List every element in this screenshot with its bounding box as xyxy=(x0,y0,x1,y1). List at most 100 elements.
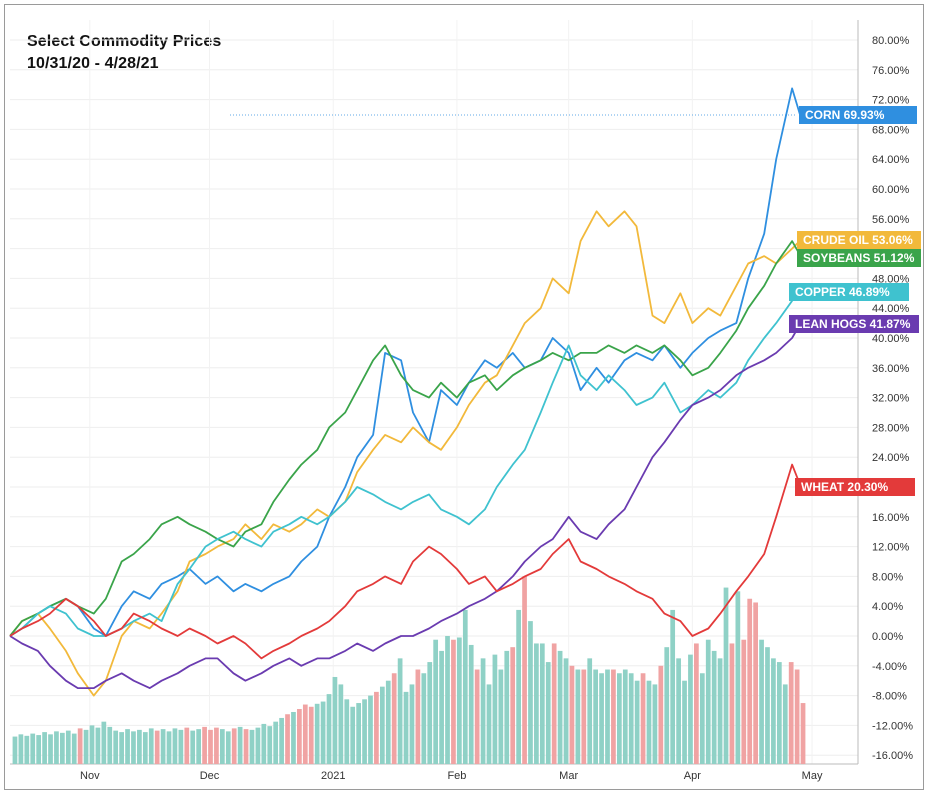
y-tick-label: 72.00% xyxy=(872,95,910,107)
y-tick-label: 68.00% xyxy=(872,124,910,136)
volume-bar xyxy=(439,650,444,764)
y-tick-label: 36.00% xyxy=(872,363,910,375)
volume-bar xyxy=(717,658,723,764)
volume-bar xyxy=(261,723,267,764)
volume-bar xyxy=(267,726,273,764)
x-tick-label: Mar xyxy=(559,770,578,782)
volume-bar xyxy=(593,669,599,764)
volume-bar xyxy=(202,726,207,764)
volume-bar xyxy=(462,609,468,764)
y-tick-label: 76.00% xyxy=(872,65,910,77)
volume-bar xyxy=(628,673,634,764)
volume-bar xyxy=(451,639,456,764)
volume-bar xyxy=(101,721,107,764)
volume-bar xyxy=(24,735,30,764)
volume-bar xyxy=(42,732,47,764)
volume-bar xyxy=(190,730,196,764)
volume-bar xyxy=(445,636,450,764)
y-tick-label: 4.00% xyxy=(872,601,903,613)
volume-bar xyxy=(569,665,575,764)
volume-bar xyxy=(397,658,403,764)
volume-bar xyxy=(474,669,480,764)
volume-bar xyxy=(142,732,148,764)
svg-text:WHEAT 20.30%: WHEAT 20.30% xyxy=(801,480,888,494)
volume-bar xyxy=(237,726,243,764)
series-line-copper xyxy=(9,286,801,637)
svg-text:LEAN HOGS 41.87%: LEAN HOGS 41.87% xyxy=(795,317,911,331)
volume-bar xyxy=(622,669,628,764)
volume-bar xyxy=(362,699,367,764)
volume-bar xyxy=(516,609,521,764)
volume-bar xyxy=(723,587,729,764)
series-end-label-copper: COPPER 46.89% xyxy=(789,283,909,301)
volume-bar xyxy=(36,735,42,764)
series-end-label-soybeans: SOYBEANS 51.12% xyxy=(797,249,921,267)
volume-bar xyxy=(208,729,213,764)
volume-bar xyxy=(753,602,758,764)
volume-bar xyxy=(350,706,356,764)
volume-bar xyxy=(711,650,717,764)
volume-bar xyxy=(528,621,533,764)
volume-bar xyxy=(729,643,735,764)
volume-bar xyxy=(658,665,664,764)
volume-bar xyxy=(125,729,130,764)
volume-bar xyxy=(119,732,124,764)
volume-bar xyxy=(694,643,699,764)
volume-bar xyxy=(131,731,136,764)
volume-bar xyxy=(219,729,225,764)
volume-bar xyxy=(225,731,231,764)
volume-bar xyxy=(409,684,415,764)
volume-bar xyxy=(433,639,439,764)
y-tick-label: -16.00% xyxy=(872,750,913,762)
volume-bar xyxy=(302,704,308,764)
volume-bar xyxy=(545,662,551,764)
volume-bar xyxy=(534,643,539,764)
volume-bar xyxy=(273,721,279,764)
volume-bar xyxy=(196,729,202,764)
volume-bar xyxy=(427,662,433,764)
y-tick-label: 28.00% xyxy=(872,422,910,434)
volume-bar xyxy=(54,731,59,764)
series-line-corn xyxy=(9,87,801,637)
volume-bar xyxy=(616,673,622,764)
volume-bar xyxy=(172,728,178,764)
x-tick-label: Nov xyxy=(80,770,100,782)
volume-bar xyxy=(782,684,788,764)
volume-bar xyxy=(605,669,610,764)
svg-text:CORN 69.93%: CORN 69.93% xyxy=(805,108,885,122)
volume-bar xyxy=(557,650,563,764)
x-tick-label: Apr xyxy=(684,770,701,782)
volume-bar xyxy=(184,727,190,764)
volume-bar xyxy=(575,669,581,764)
volume-bar xyxy=(95,727,101,764)
volume-bar xyxy=(587,658,593,764)
x-tick-label: Feb xyxy=(447,770,466,782)
y-tick-label: 44.00% xyxy=(872,303,910,315)
volume-bar xyxy=(747,598,753,764)
volume-bar xyxy=(77,728,83,764)
volume-bar xyxy=(391,673,397,764)
volume-bar xyxy=(682,680,687,764)
y-tick-label: 32.00% xyxy=(872,393,910,405)
volume-bar xyxy=(368,695,373,764)
volume-bar xyxy=(776,662,782,764)
y-tick-label: 8.00% xyxy=(872,571,903,583)
volume-bar xyxy=(699,673,705,764)
volume-bar xyxy=(18,734,24,764)
volume-bar xyxy=(249,729,255,764)
y-tick-label: 24.00% xyxy=(872,452,910,464)
volume-bar xyxy=(154,730,160,764)
volume-bar xyxy=(65,730,71,764)
volume-bar xyxy=(480,658,486,764)
x-tick-label: 2021 xyxy=(321,770,345,782)
volume-bar xyxy=(12,736,18,764)
series-end-label-corn: CORN 69.93% xyxy=(799,106,917,124)
volume-bar xyxy=(374,691,379,764)
volume-bar xyxy=(83,729,89,764)
volume-bar xyxy=(255,727,261,764)
volume-bar xyxy=(646,680,652,764)
volume-bar xyxy=(326,694,332,764)
y-tick-label: 0.00% xyxy=(872,631,903,643)
volume-bar xyxy=(599,673,604,764)
y-tick-label: -4.00% xyxy=(872,661,907,673)
